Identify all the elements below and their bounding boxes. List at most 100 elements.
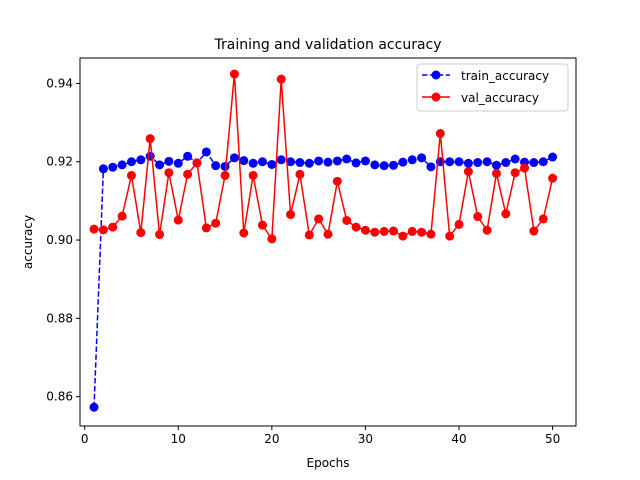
- chart-title: Training and validation accuracy: [213, 37, 441, 53]
- data-point-val-accuracy: [286, 210, 296, 220]
- legend-swatch-train-marker: [431, 70, 441, 80]
- data-point-train-accuracy: [248, 158, 258, 168]
- axes-frame: [79, 57, 577, 427]
- data-point-val-accuracy: [229, 69, 239, 79]
- data-point-train-accuracy: [454, 157, 464, 167]
- data-point-train-accuracy: [89, 402, 99, 412]
- data-point-train-accuracy: [136, 155, 146, 165]
- data-point-train-accuracy: [201, 147, 211, 157]
- legend-label-val: val_accuracy: [461, 91, 539, 105]
- data-point-val-accuracy: [332, 176, 342, 186]
- data-point-train-accuracy: [379, 161, 389, 171]
- data-point-train-accuracy: [267, 159, 277, 169]
- data-point-val-accuracy: [126, 170, 136, 180]
- data-point-train-accuracy: [342, 154, 352, 164]
- data-point-train-accuracy: [529, 158, 539, 168]
- legend: train_accuracy val_accuracy: [416, 63, 569, 112]
- data-point-train-accuracy: [538, 157, 548, 167]
- data-point-val-accuracy: [426, 229, 436, 239]
- data-point-train-accuracy: [360, 156, 370, 166]
- data-point-val-accuracy: [89, 224, 99, 234]
- data-point-val-accuracy: [183, 169, 193, 179]
- data-point-train-accuracy: [164, 156, 174, 166]
- data-point-val-accuracy: [360, 225, 370, 235]
- data-point-val-accuracy: [267, 234, 277, 244]
- data-point-val-accuracy: [192, 158, 202, 168]
- data-point-val-accuracy: [482, 225, 492, 235]
- data-point-train-accuracy: [220, 161, 230, 171]
- data-point-val-accuracy: [417, 227, 427, 237]
- x-tick-label: 40: [451, 432, 466, 446]
- data-point-val-accuracy: [145, 134, 155, 144]
- data-point-val-accuracy: [164, 168, 174, 178]
- data-point-val-accuracy: [248, 170, 258, 180]
- x-tick-label: 30: [358, 432, 373, 446]
- data-point-val-accuracy: [314, 214, 324, 224]
- y-tick-label: 0.94: [46, 76, 73, 90]
- data-point-train-accuracy: [323, 157, 333, 167]
- data-point-val-accuracy: [454, 219, 464, 229]
- data-point-val-accuracy: [379, 226, 389, 236]
- data-point-val-accuracy: [276, 74, 286, 84]
- series-layer: [89, 69, 558, 412]
- data-point-val-accuracy: [155, 230, 165, 240]
- data-point-train-accuracy: [155, 160, 165, 170]
- data-point-val-accuracy: [304, 230, 314, 240]
- data-point-val-accuracy: [98, 225, 108, 235]
- data-point-train-accuracy: [108, 162, 118, 172]
- data-point-val-accuracy: [370, 227, 380, 237]
- data-point-train-accuracy: [117, 160, 127, 170]
- data-point-train-accuracy: [482, 157, 492, 167]
- x-tick-label: 20: [264, 432, 279, 446]
- data-point-val-accuracy: [389, 226, 399, 236]
- y-axis-label: accuracy: [21, 215, 35, 269]
- y-tick-label: 0.86: [46, 390, 73, 404]
- data-point-val-accuracy: [117, 211, 127, 221]
- data-point-train-accuracy: [370, 160, 380, 170]
- data-point-val-accuracy: [510, 168, 520, 178]
- data-point-val-accuracy: [239, 228, 249, 238]
- legend-label-train: train_accuracy: [461, 69, 549, 83]
- data-point-train-accuracy: [445, 157, 455, 167]
- x-tick-label: 0: [81, 432, 89, 446]
- data-point-val-accuracy: [520, 163, 530, 173]
- data-point-val-accuracy: [136, 228, 146, 238]
- data-point-train-accuracy: [229, 153, 239, 163]
- data-point-val-accuracy: [491, 168, 501, 178]
- data-point-train-accuracy: [98, 164, 108, 174]
- data-point-val-accuracy: [257, 220, 267, 230]
- x-axis-ticks: 0 10 20 30 40 50: [81, 426, 560, 446]
- data-point-val-accuracy: [323, 229, 333, 239]
- x-axis-label: Epochs: [307, 456, 350, 470]
- data-point-val-accuracy: [201, 223, 211, 233]
- data-point-train-accuracy: [351, 158, 361, 168]
- data-point-val-accuracy: [211, 218, 221, 228]
- data-point-train-accuracy: [501, 158, 511, 168]
- y-tick-label: 0.88: [46, 311, 73, 325]
- data-point-train-accuracy: [304, 158, 314, 168]
- data-point-train-accuracy: [286, 157, 296, 167]
- y-axis-ticks: 0.86 0.88 0.90 0.92 0.94: [46, 76, 80, 404]
- data-point-train-accuracy: [426, 162, 436, 172]
- plot-area: 0 10 20 30 40 50 0.86 0.88 0.90 0.92 0.94: [46, 57, 577, 446]
- data-point-train-accuracy: [510, 154, 520, 164]
- data-point-val-accuracy: [407, 226, 417, 236]
- data-point-train-accuracy: [211, 161, 221, 171]
- data-point-train-accuracy: [126, 157, 136, 167]
- data-point-val-accuracy: [342, 215, 352, 225]
- data-point-train-accuracy: [145, 151, 155, 161]
- legend-swatch-val-marker: [431, 92, 441, 102]
- data-point-val-accuracy: [538, 214, 548, 224]
- data-point-val-accuracy: [435, 129, 445, 139]
- data-point-val-accuracy: [463, 167, 473, 177]
- data-point-val-accuracy: [529, 226, 539, 236]
- data-point-train-accuracy: [491, 160, 501, 170]
- data-point-train-accuracy: [463, 158, 473, 168]
- data-point-train-accuracy: [398, 157, 408, 167]
- y-tick-label: 0.90: [46, 233, 73, 247]
- series-line-val-accuracy: [93, 73, 554, 242]
- data-point-val-accuracy: [548, 173, 558, 183]
- data-point-val-accuracy: [351, 222, 361, 232]
- data-point-train-accuracy: [173, 158, 183, 168]
